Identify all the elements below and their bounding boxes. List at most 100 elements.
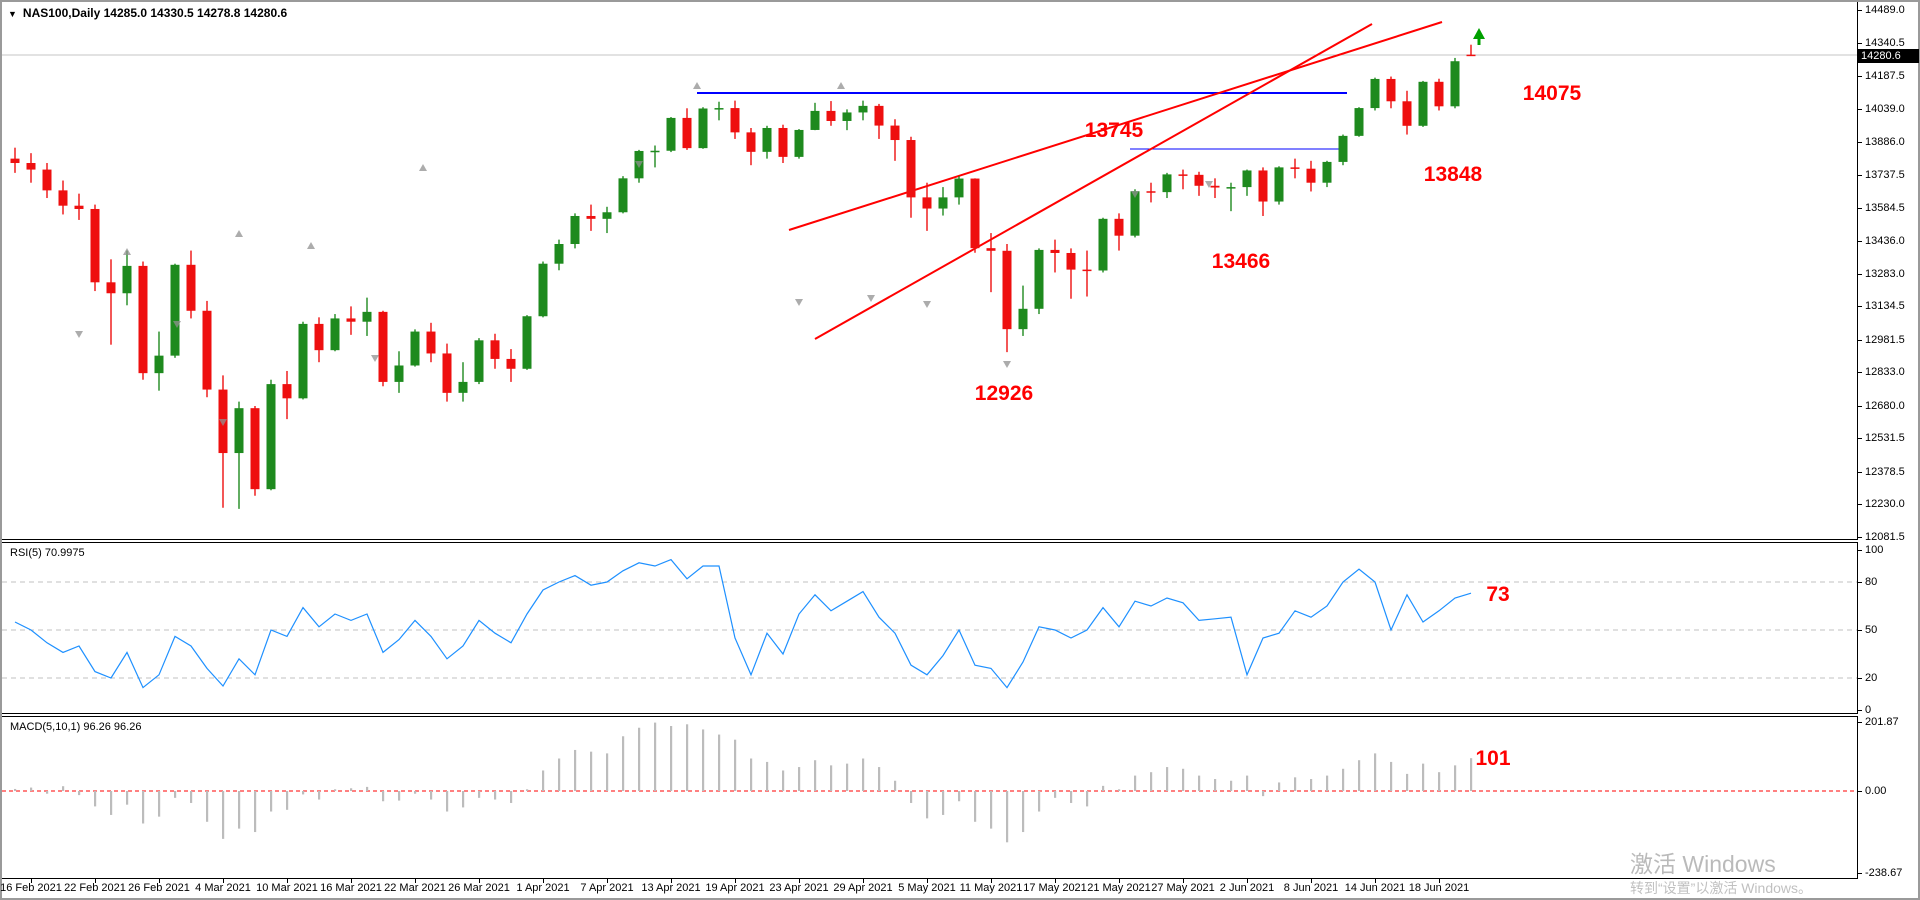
axis-tick <box>1858 791 1862 792</box>
candle-body <box>1210 185 1220 188</box>
candle-body <box>570 215 580 245</box>
date-label: 21 May 2021 <box>1087 882 1151 894</box>
macd-bar <box>1070 791 1073 803</box>
date-tick <box>991 879 992 883</box>
price-axis[interactable]: 14280.6 14489.0 14340.5 14187.5 14039.0 1388… <box>1858 2 1919 898</box>
macd-bar <box>1134 775 1137 791</box>
windows-activation-watermark: 激活 Windows <box>1630 851 1776 877</box>
macd-bar <box>94 791 97 807</box>
axis-tick <box>1858 241 1862 242</box>
candle-body <box>682 117 692 149</box>
symbol-quote-header[interactable]: ▼ NAS100,Daily 14285.0 14330.5 14278.8 14… <box>8 6 287 20</box>
fractal-up-icon <box>235 230 243 237</box>
rsi-indicator-panel[interactable] <box>2 543 1858 713</box>
date-tick <box>799 879 800 883</box>
macd-bar <box>1278 782 1281 791</box>
candle-body <box>250 408 260 490</box>
macd-histogram <box>2 722 1857 843</box>
fractal-down-icon <box>1003 361 1011 368</box>
axis-tick <box>1858 537 1862 538</box>
chevron-down-icon[interactable]: ▼ <box>8 9 17 19</box>
candle-body <box>458 381 468 393</box>
candle-body <box>842 112 852 121</box>
candle-body <box>522 316 532 369</box>
trendline[interactable] <box>814 23 1373 340</box>
macd-bar <box>270 791 273 812</box>
date-tick <box>1439 879 1440 883</box>
macd-bar <box>254 791 257 833</box>
candle-body <box>1178 174 1188 176</box>
macd-bar <box>1006 791 1009 843</box>
candle-body <box>1386 78 1396 102</box>
macd-bar <box>814 760 817 791</box>
fractal-down-icon <box>867 295 875 302</box>
price-axis-label: 12531.5 <box>1865 432 1905 445</box>
candle-body <box>586 215 596 219</box>
fractal-up-icon <box>837 82 845 89</box>
macd-bar <box>1422 763 1425 791</box>
macd-bar <box>1038 791 1041 812</box>
macd-bar <box>1358 760 1361 791</box>
price-axis-label: 13886.0 <box>1865 135 1905 148</box>
candle-body <box>202 310 212 390</box>
date-label: 27 May 2021 <box>1151 882 1215 894</box>
fractal-up-icon <box>123 248 131 255</box>
price-annotation: 13848 <box>1423 163 1483 186</box>
candle-body <box>346 318 356 322</box>
macd-bar <box>1470 758 1473 791</box>
axis-tick <box>1858 630 1862 631</box>
macd-bar <box>1454 765 1457 791</box>
macd-bar <box>1294 777 1297 791</box>
macd-bar <box>1246 775 1249 791</box>
candle-body <box>1434 81 1444 107</box>
candle-body <box>1402 101 1412 126</box>
price-axis-label: 12081.5 <box>1865 531 1905 543</box>
candle-body <box>234 408 244 454</box>
macd-bar <box>158 791 161 817</box>
macd-bar <box>606 753 609 791</box>
price-axis-label: 14489.0 <box>1865 4 1905 16</box>
candle-body <box>1466 54 1476 57</box>
date-label: 4 Mar 2021 <box>195 882 251 894</box>
candle-body <box>1338 135 1348 162</box>
macd-bar <box>1438 772 1441 791</box>
macd-bar <box>1310 779 1313 791</box>
date-label: 17 May 2021 <box>1023 882 1087 894</box>
macd-axis-label: -238.67 <box>1865 866 1903 879</box>
candle-body <box>1354 108 1364 136</box>
candle-body <box>890 125 900 141</box>
date-tick <box>1311 879 1312 883</box>
macd-bar <box>398 791 401 801</box>
macd-axis-label: 0.00 <box>1865 785 1887 797</box>
candle-body <box>1162 174 1172 193</box>
candle-body <box>826 110 836 121</box>
macd-bar <box>318 791 321 800</box>
candle-body <box>442 353 452 393</box>
macd-bar <box>1262 791 1265 797</box>
macd-bar <box>670 726 673 791</box>
macd-bar <box>46 791 49 794</box>
panel-separator[interactable] <box>2 713 1918 717</box>
candle-body <box>122 265 132 294</box>
macd-bar <box>1054 791 1057 798</box>
trendline[interactable] <box>788 21 1443 231</box>
candle-body <box>26 163 36 170</box>
rsi-line-chart <box>2 558 1857 689</box>
macd-indicator-panel[interactable] <box>2 717 1858 878</box>
macd-bar <box>718 734 721 791</box>
candle-body <box>1370 78 1380 109</box>
macd-bar <box>510 791 513 803</box>
candle-body <box>730 108 740 133</box>
macd-bar <box>462 791 465 808</box>
date-label: 5 May 2021 <box>898 882 956 894</box>
panel-separator[interactable] <box>2 539 1918 543</box>
candlestick-chart-panel[interactable] <box>2 2 1858 539</box>
candle-body <box>154 355 164 374</box>
date-axis[interactable]: 16 Feb 2021 22 Feb 2021 26 Feb 2021 4 Mar 2… <box>0 879 1858 898</box>
candle-body <box>1450 61 1460 107</box>
candle-body <box>618 178 628 213</box>
macd-bar <box>302 791 305 795</box>
candle-body <box>474 340 484 382</box>
candle-body <box>10 158 20 164</box>
date-tick <box>159 879 160 883</box>
